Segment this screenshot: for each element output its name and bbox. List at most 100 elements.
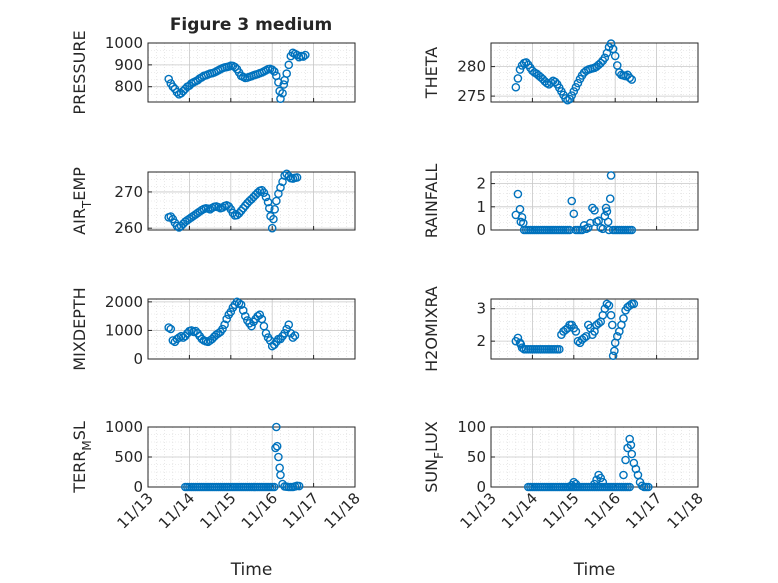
data-point: [166, 212, 176, 221]
data-point: [290, 331, 300, 340]
y-axis-label-main: AIR: [70, 208, 89, 235]
y-axis-label-subscript: F: [432, 452, 446, 459]
subplot-4: 0 1 2 RAINFALL: [422, 164, 699, 239]
data-point: [218, 324, 227, 334]
data-point: [269, 67, 279, 76]
y-axis-label: PRESSURE: [70, 30, 89, 114]
data-point: [561, 325, 570, 335]
y-axis-label: RAINFALL: [422, 164, 441, 239]
data-point: [164, 323, 173, 332]
data-point: [619, 314, 628, 323]
y-axis-label-subscript: M: [80, 440, 94, 450]
data-point: [594, 319, 603, 328]
data-point: [261, 328, 271, 338]
data-point: [625, 73, 634, 83]
data-point: [610, 51, 620, 61]
data-point: [644, 482, 653, 492]
data-point: [565, 225, 574, 235]
data-point: [598, 224, 608, 234]
x-axis-label: Time: [230, 560, 273, 580]
data-point: [567, 196, 577, 206]
data-point: [571, 327, 581, 336]
data-point: [604, 225, 614, 235]
data-point: [236, 300, 246, 310]
data-point: [267, 223, 277, 233]
data-point: [240, 311, 250, 321]
y-tick-label: 1000: [105, 34, 143, 52]
data-point: [627, 449, 637, 459]
data-point: [222, 314, 231, 324]
y-axis-label-main: TERR: [70, 451, 89, 494]
data-point: [271, 443, 280, 453]
y-axis-label: AIRTEMP: [70, 167, 94, 235]
data-point: [247, 321, 256, 331]
data-point: [603, 217, 613, 227]
data-point: [276, 94, 285, 104]
data-point: [234, 209, 244, 218]
data-point: [588, 203, 597, 213]
subplot-5: 0 1000 2000 MIXDEPTH: [70, 287, 356, 371]
data-point: [238, 203, 248, 213]
data-point: [259, 188, 269, 197]
y-axis-label-tail: SL: [70, 421, 89, 440]
data-point: [220, 320, 229, 330]
data-point: [270, 205, 279, 214]
data-point: [598, 477, 608, 487]
data-point: [218, 203, 227, 212]
data-point: [586, 218, 595, 228]
subplot-3: 260 270 AIRTEMP: [70, 167, 356, 237]
data-point: [567, 91, 577, 100]
y-tick-label: 3: [476, 300, 486, 318]
data-point: [571, 82, 581, 92]
data-point: [267, 65, 277, 74]
x-axis-label: Time: [573, 560, 616, 580]
data-point: [255, 310, 265, 320]
data-point: [569, 209, 579, 219]
y-tick-label: 800: [114, 78, 143, 96]
y-tick-label: 280: [457, 58, 486, 76]
y-tick-label: 1000: [105, 418, 143, 436]
y-tick-label: 2: [476, 332, 486, 350]
data-point: [274, 452, 283, 462]
data-point: [590, 205, 599, 215]
data-point: [276, 470, 285, 480]
data-point: [301, 50, 310, 60]
data-point: [626, 440, 636, 450]
y-tick-label: 270: [114, 183, 143, 201]
data-point: [288, 333, 298, 342]
data-point: [629, 299, 639, 309]
y-tick-label: 0: [476, 221, 486, 239]
data-point: [282, 69, 291, 78]
data-point: [596, 473, 606, 483]
data-point: [511, 82, 521, 92]
data-point: [608, 320, 617, 330]
data-point: [619, 470, 628, 480]
y-axis-label-main: PRESSURE: [70, 30, 89, 114]
data-point: [627, 225, 637, 235]
data-point: [515, 65, 525, 74]
y-tick-label: 0: [133, 350, 143, 368]
data-point: [234, 298, 244, 308]
axes-box: [490, 171, 699, 231]
data-point: [602, 299, 612, 309]
axes-box: [147, 42, 356, 103]
plot-area: [148, 172, 355, 230]
data-point: [257, 185, 267, 195]
data-point: [276, 183, 285, 192]
subplot-6: 2 3 H2OMIXRA: [422, 286, 699, 372]
data-point: [228, 208, 238, 218]
data-point: [608, 351, 618, 361]
y-tick-label: 275: [457, 87, 486, 105]
data-point: [284, 172, 294, 181]
y-tick-label: 2: [476, 175, 486, 193]
y-axis-label-main: RAINFALL: [422, 164, 441, 239]
data-point: [298, 52, 308, 61]
plot-area: [491, 43, 698, 102]
y-tick-label: 0: [476, 478, 486, 496]
data-point: [261, 192, 271, 202]
data-point: [513, 189, 523, 199]
data-point: [269, 214, 278, 224]
data-point: [164, 74, 173, 84]
y-axis-label: TERRMSL: [70, 421, 94, 494]
